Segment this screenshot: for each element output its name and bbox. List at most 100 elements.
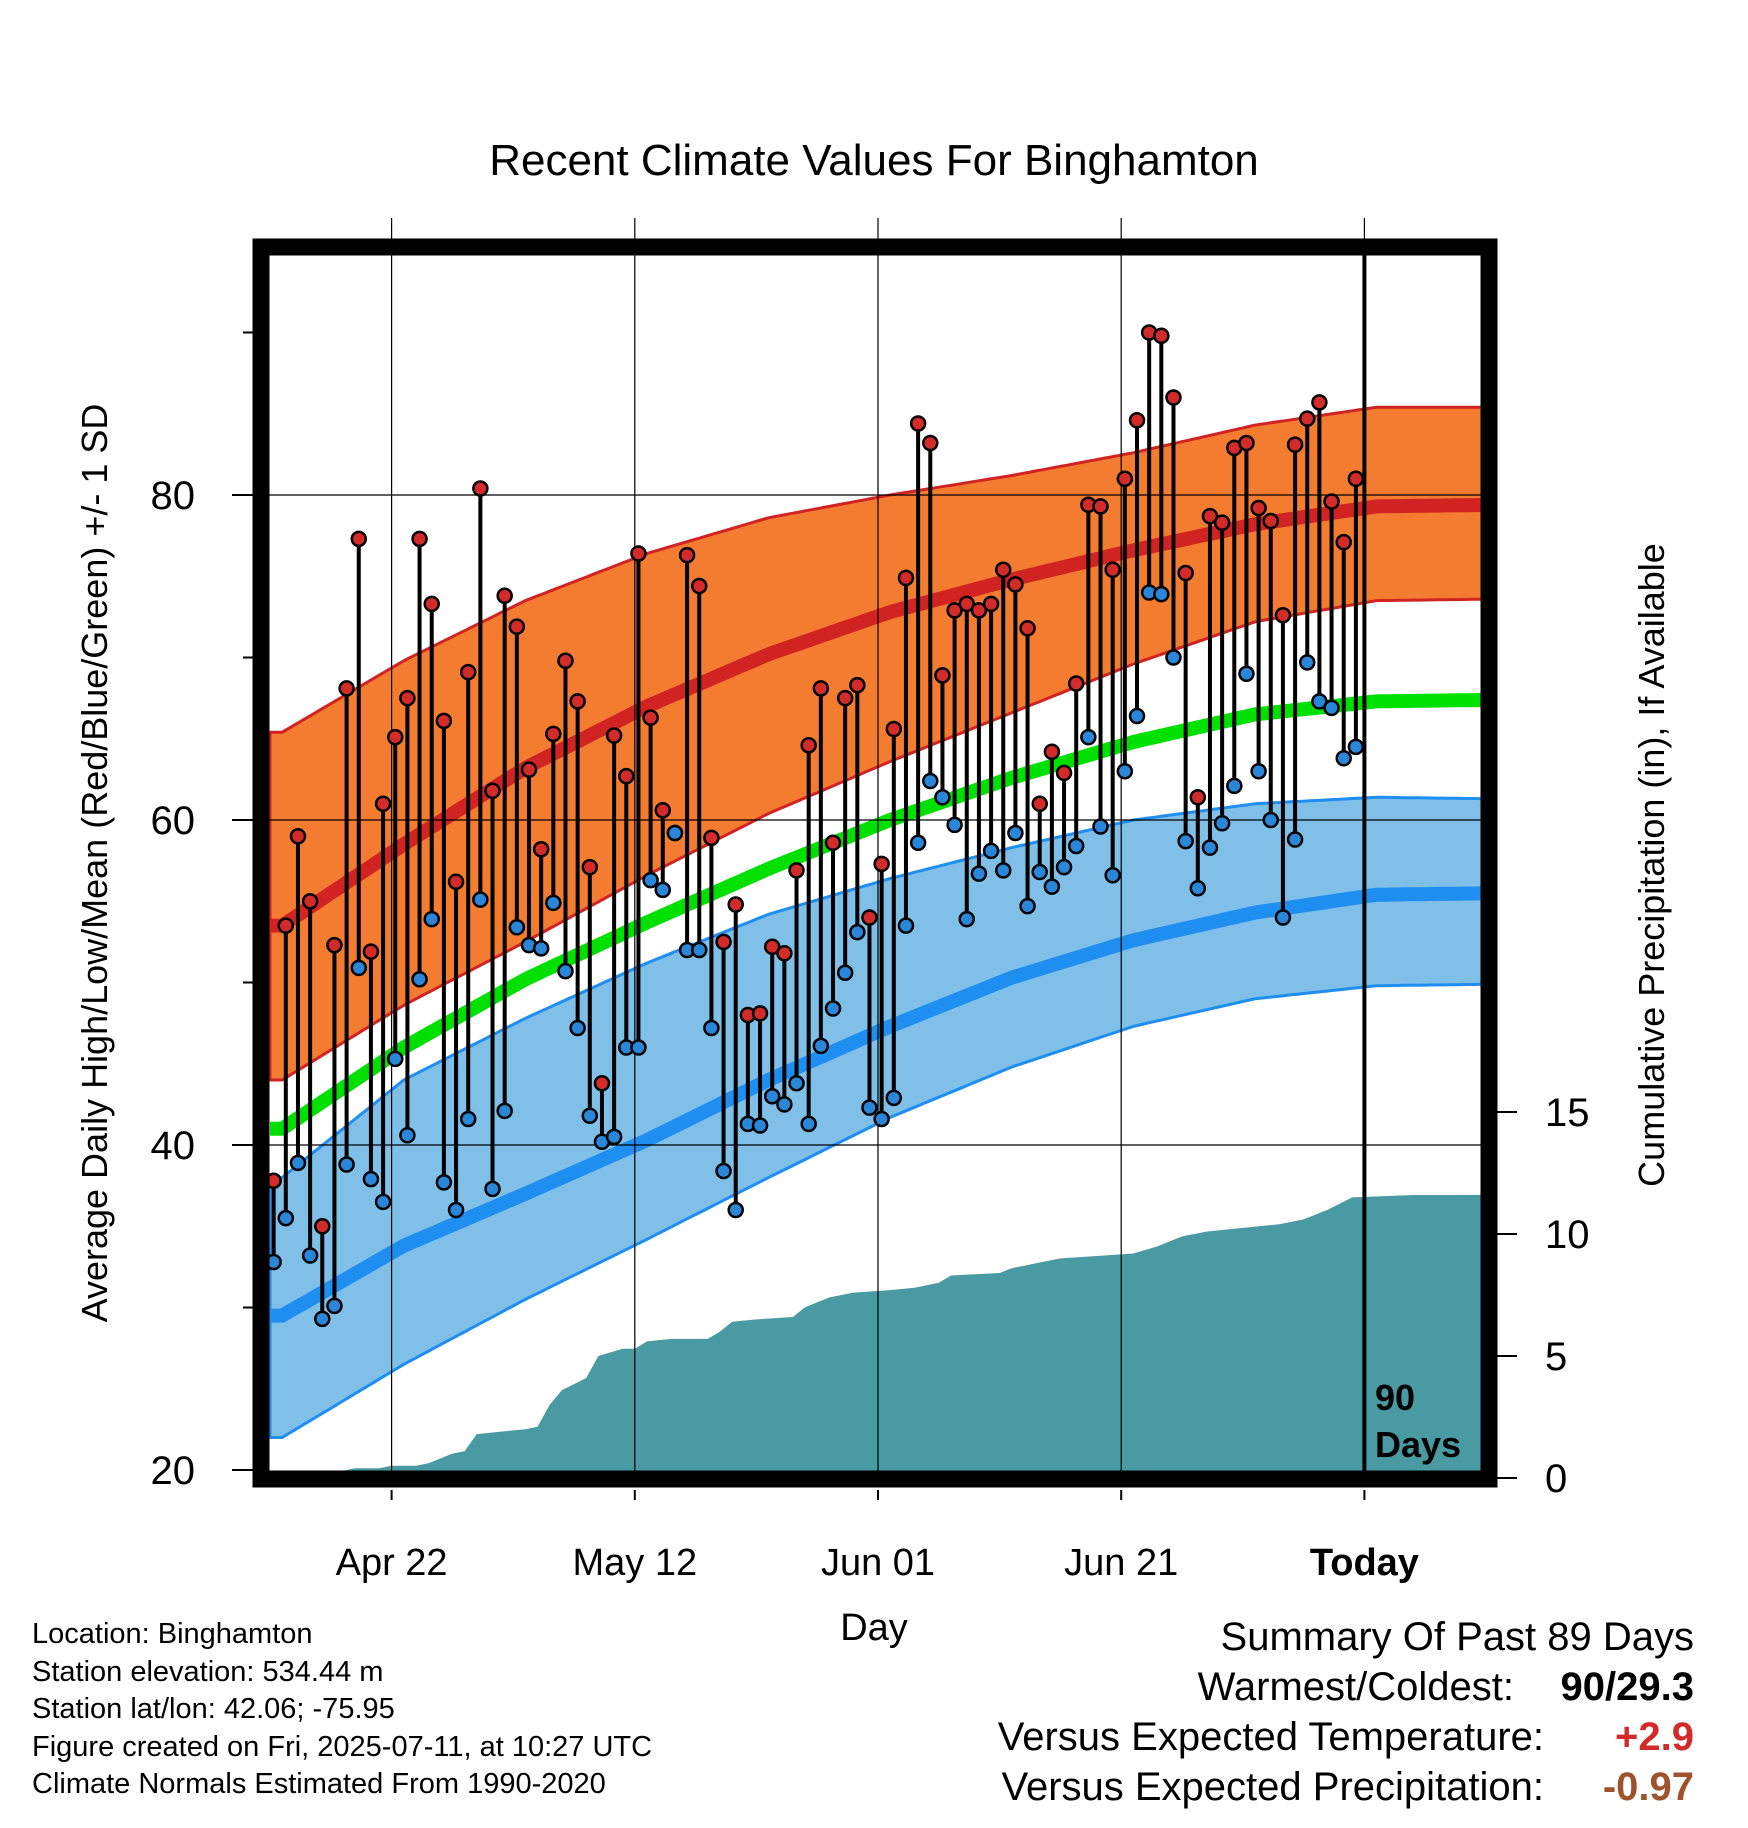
obs-low-point [1226,777,1243,795]
obs-low-point [1298,654,1316,671]
obs-low-point [1286,831,1304,848]
y-tick-label: 60 [151,799,196,843]
y-axis-label-right: Cumulative Precipitation (in), If Availa… [1631,543,1672,1187]
obs-low-point [994,862,1012,879]
obs-low-point [1323,699,1340,717]
obs-low-point [800,1115,817,1133]
obs-high-point [946,602,963,619]
normals-text: Climate Normals Estimated From 1990-2020 [32,1768,606,1800]
obs-low-point [362,1170,380,1188]
y-right-tick-label: 0 [1545,1457,1567,1501]
summary-temp-row: Versus Expected Temperature: +2.9 [998,1712,1694,1762]
obs-low-point [1189,880,1207,897]
obs-low-point [557,962,574,980]
summary-precip-row: Versus Expected Precipitation: -0.97 [998,1762,1694,1812]
summary-warm-cold-row: Warmest/Coldest: 90/29.3 [998,1662,1694,1712]
obs-low-point [411,971,428,988]
obs-low-point [666,824,684,842]
obs-high-point [1286,436,1304,453]
obs-high-point [630,545,647,562]
obs-low-point [1262,811,1280,829]
x-tick-label: Jun 01 [821,1542,935,1584]
obs-high-point [1007,576,1024,593]
obs-high-point [338,680,355,697]
obs-low-point [314,1310,331,1328]
obs-low-point [1080,728,1097,746]
obs-low-point [849,923,866,941]
obs-low-point [435,1174,453,1191]
obs-high-point [1274,607,1292,624]
obs-low-point [277,1209,295,1227]
temp-value: +2.9 [1615,1715,1694,1759]
obs-high-point [788,862,805,879]
obs-high-point [447,873,465,890]
obs-high-point [1347,470,1365,487]
obs-low-point [836,964,854,981]
obs-low-point [1250,763,1267,780]
obs-high-point [703,829,720,847]
obs-low-point [1153,585,1170,603]
obs-high-point [642,709,659,726]
obs-high-point [824,834,842,851]
obs-high-point [994,561,1012,578]
obs-low-point [642,871,659,889]
obs-low-point [1311,693,1328,710]
obs-high-point [545,725,562,743]
obs-low-point [763,1088,781,1105]
obs-low-point [751,1117,769,1134]
warm-cold-label: Warmest/Coldest: [1197,1665,1514,1709]
obs-low-point [812,1037,830,1055]
station-metadata: Location: Binghamton Station elevation: … [32,1616,652,1804]
obs-high-point [1128,412,1146,429]
obs-high-point [727,896,744,913]
elevation-text: Station elevation: 534.44 m [32,1655,384,1688]
obs-low-point [581,1107,599,1124]
obs-high-point [751,1005,769,1022]
obs-low-point [1201,839,1219,856]
y-tick-label: 40 [151,1124,196,1168]
obs-low-point [970,865,988,882]
obs-high-point [897,569,915,587]
obs-low-point [508,919,526,936]
obs-low-point [922,772,939,790]
y-right-tick-label: 5 [1545,1335,1567,1379]
obs-low-point [338,1156,355,1173]
obs-high-point [1298,410,1316,427]
obs-high-point [472,480,489,497]
obs-low-point [459,1110,477,1128]
obs-low-point [873,1110,890,1128]
obs-high-point [484,782,501,799]
today-marker-label-1: 90 [1375,1377,1415,1418]
obs-low-point [982,842,1000,860]
obs-high-point [593,1075,611,1092]
obs-low-point [545,894,562,912]
obs-low-point [1067,837,1085,855]
obs-low-point [1274,909,1292,926]
obs-high-point [435,712,453,730]
obs-high-point [1238,434,1255,452]
obs-low-point [423,910,440,928]
obs-low-point [909,834,927,851]
obs-low-point [654,881,672,899]
obs-high-point [350,530,368,548]
x-tick-label: Today [1310,1542,1419,1584]
obs-high-point [715,933,732,951]
obs-low-point [776,1096,793,1113]
obs-low-point [1019,897,1036,915]
obs-high-point [557,652,574,669]
observations [265,324,1365,1328]
obs-high-point [1177,564,1194,582]
y-right-tick-label: 15 [1545,1091,1590,1135]
y-axis-left: 20 40 60 80 [151,331,253,1493]
obs-high-point [861,909,878,926]
precip-label: Versus Expected Precipitation: [1001,1765,1544,1809]
obs-low-point [289,1154,307,1172]
obs-high-point [569,693,586,710]
precip-value: -0.97 [1602,1765,1694,1809]
obs-low-point [301,1247,319,1264]
obs-low-point [727,1201,744,1219]
obs-high-point [301,893,319,910]
obs-high-point [1250,499,1267,517]
obs-low-point [472,891,489,908]
